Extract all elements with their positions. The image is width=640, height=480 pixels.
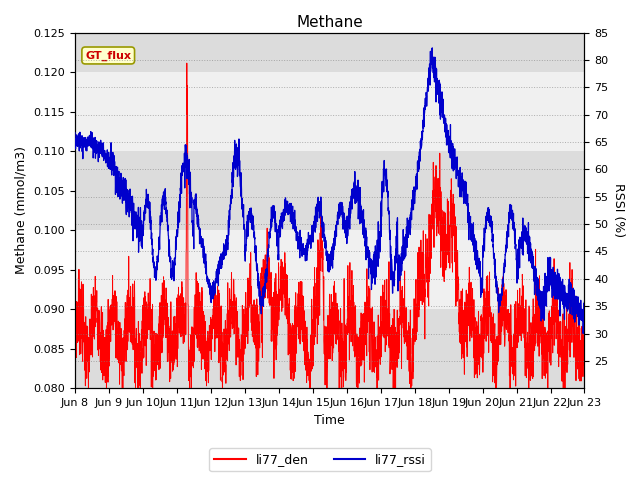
Y-axis label: Methane (mmol/m3): Methane (mmol/m3) bbox=[15, 146, 28, 275]
Bar bbox=[75, 309, 584, 388]
Bar bbox=[75, 151, 584, 230]
Text: GT_flux: GT_flux bbox=[85, 50, 131, 60]
Bar bbox=[75, 72, 584, 151]
Title: Methane: Methane bbox=[296, 15, 363, 30]
Bar bbox=[75, 0, 584, 72]
Legend: li77_den, li77_rssi: li77_den, li77_rssi bbox=[209, 448, 431, 471]
Y-axis label: RSSI (%): RSSI (%) bbox=[612, 183, 625, 238]
Bar bbox=[75, 230, 584, 309]
X-axis label: Time: Time bbox=[314, 414, 345, 427]
